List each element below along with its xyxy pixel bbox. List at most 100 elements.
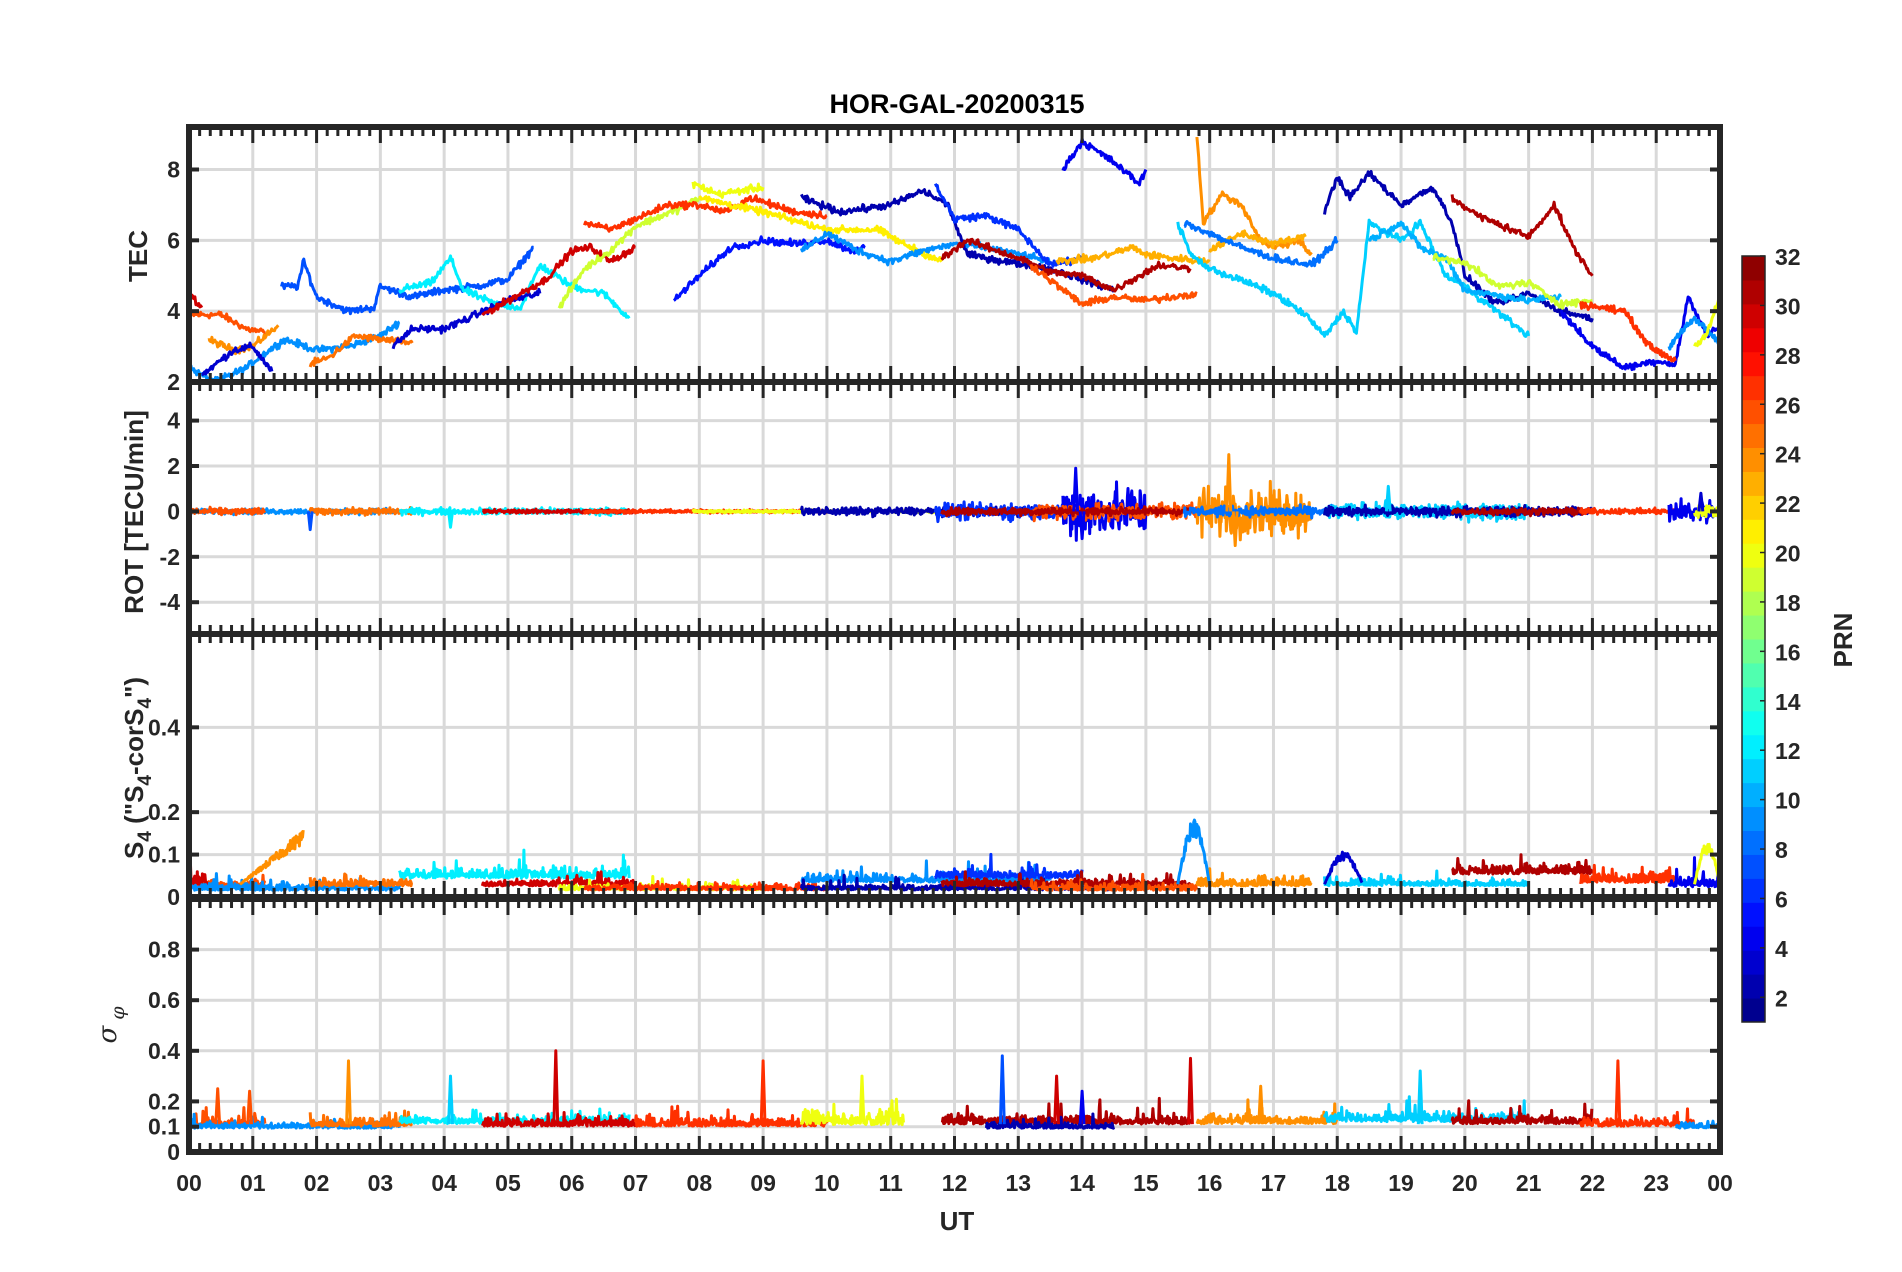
sigma-series-line: [1195, 1098, 1339, 1126]
tec-series-line: [691, 181, 765, 199]
rot-series-line: [1061, 480, 1148, 542]
x-tick-label: 03: [368, 1170, 394, 1196]
tec-series-line: [583, 194, 828, 233]
sigma-series-line: [308, 1109, 414, 1128]
tec-y-tick-label: 6: [167, 227, 180, 253]
s4-y-tick-label: 0.2: [148, 799, 180, 825]
x-tick-label: 00: [176, 1170, 202, 1196]
rot-y-tick-label: 4: [167, 408, 180, 434]
tec-series-line: [1667, 315, 1720, 351]
colorbar-tick-label: 10: [1775, 788, 1801, 814]
sigma-series-line: [940, 1096, 1192, 1126]
rot-series-line: [1195, 479, 1313, 542]
tec-y-tick-label: 2: [167, 369, 180, 395]
colorbar-tick-label: 30: [1775, 293, 1801, 319]
colorbar-tick-label: 24: [1775, 442, 1801, 468]
rot-y-tick-label: 2: [167, 453, 180, 479]
sigma-y-tick-label: 0.4: [148, 1038, 180, 1064]
s4-y-tick-label: 0.1: [148, 842, 180, 868]
colorbar-swatch: [1742, 854, 1765, 879]
colorbar-swatch: [1742, 974, 1765, 999]
x-tick-label: 16: [1197, 1170, 1223, 1196]
colorbar-swatch: [1742, 878, 1765, 903]
x-tick-label: 07: [623, 1170, 649, 1196]
x-tick-label: 08: [687, 1170, 713, 1196]
s4-bump-line: [1176, 818, 1212, 885]
s4-series-line: [308, 872, 414, 888]
colorbar-swatch: [1742, 256, 1765, 281]
rot-series-line: [1693, 503, 1720, 519]
colorbar-swatch: [1742, 495, 1765, 520]
colorbar-swatch: [1742, 758, 1765, 784]
sigma-spike: [1078, 1089, 1086, 1125]
x-tick-label: 14: [1069, 1170, 1095, 1196]
sigma-spike: [1187, 1056, 1194, 1125]
colorbar-swatch: [1742, 327, 1765, 353]
x-tick-label: 06: [559, 1170, 585, 1196]
rot-spike: [1225, 453, 1233, 512]
colorbar-tick-label: 16: [1775, 639, 1801, 665]
sigma-series-line: [1578, 1107, 1696, 1128]
tec-series-line: [1450, 194, 1594, 277]
s4-series-line: [1323, 869, 1530, 888]
sigma-y-tick-label: 0.2: [148, 1088, 180, 1114]
tec-series-line: [1183, 220, 1339, 268]
x-tick-label: 17: [1261, 1170, 1287, 1196]
rot-panel: -4 -2 0 2 4: [160, 379, 1723, 637]
rot-series-line: [940, 505, 1192, 518]
rot-series-line: [189, 505, 267, 517]
s4-series-line: [1195, 867, 1313, 888]
x-tick-label: 18: [1324, 1170, 1350, 1196]
rot-spike: [447, 511, 454, 529]
s4-series-line: [189, 857, 209, 889]
tec-series-line: [1029, 264, 1198, 307]
sigma-spike: [345, 1059, 352, 1125]
x-tick-label: 20: [1452, 1170, 1478, 1196]
colorbar-tick-label: 28: [1775, 343, 1801, 369]
tec-panel: 2 4 6 8: [167, 124, 1723, 395]
rot-spike: [1072, 466, 1080, 512]
x-tick-label: 23: [1643, 1170, 1669, 1196]
s4-series-line: [800, 859, 1052, 884]
x-tick-label: 19: [1388, 1170, 1414, 1196]
s4-series-line: [583, 880, 829, 892]
sigma-y-tick-label: 0: [167, 1139, 180, 1165]
sigma-spike: [1416, 1069, 1424, 1125]
tec-series-line: [557, 196, 701, 309]
s4-series-line: [398, 848, 631, 880]
tec-series-line: [201, 341, 274, 377]
rot-series-line: [308, 506, 414, 517]
x-tick-label: 11: [879, 1170, 904, 1196]
rot-series-line: [1578, 506, 1677, 516]
sigma-y-tick-label: 0.1: [148, 1114, 180, 1140]
tec-y-tick-label: 4: [167, 298, 180, 324]
colorbar-swatch: [1742, 782, 1765, 808]
rot-spike: [306, 511, 314, 532]
rot-spike: [1078, 511, 1086, 541]
x-tick-label: 01: [240, 1170, 266, 1196]
colorbar-tick-label: 22: [1775, 491, 1801, 517]
x-tick-label: 09: [750, 1170, 776, 1196]
colorbar-swatch: [1742, 471, 1765, 496]
tec-series-line: [698, 195, 943, 263]
colorbar-tick-label: 32: [1775, 244, 1801, 270]
x-tick-label: 21: [1516, 1170, 1542, 1196]
colorbar-tick-label: 20: [1775, 541, 1801, 567]
sigma-spike: [998, 1054, 1006, 1125]
x-tick-label: 00: [1707, 1170, 1733, 1196]
x-tick-label: 10: [814, 1170, 840, 1196]
x-tick-label: 04: [431, 1170, 457, 1196]
tec-series-line: [189, 310, 267, 334]
x-tick-label: 22: [1580, 1170, 1606, 1196]
s4-series-line: [1578, 863, 1676, 885]
s4-series-line: [1029, 872, 1199, 892]
s4-bump-line: [239, 829, 305, 886]
colorbar-tick-label: 26: [1775, 392, 1801, 418]
sigma-spike: [759, 1059, 767, 1125]
rot-series-line: [1450, 506, 1593, 518]
x-tick-label: 05: [495, 1170, 521, 1196]
colorbar-tick-label: 2: [1775, 985, 1788, 1011]
tec-series-line: [398, 254, 631, 320]
tec-y-tick-label: 8: [167, 157, 180, 183]
